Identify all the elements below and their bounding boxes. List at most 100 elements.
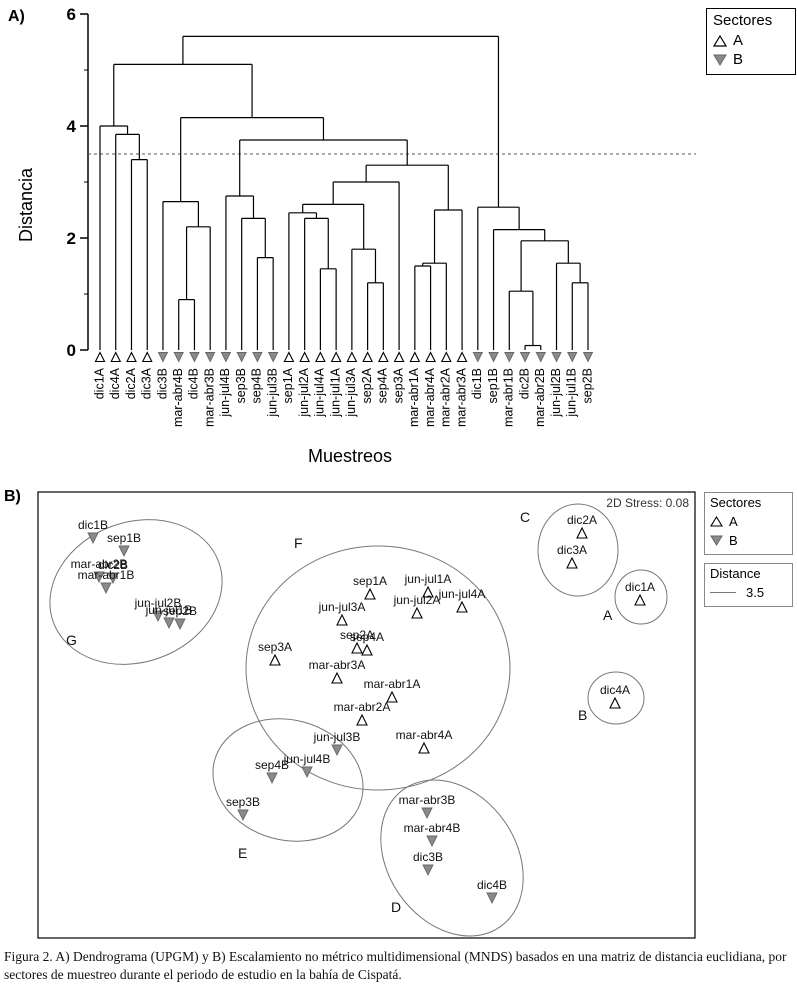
dendrogram-leaf-label: jun-jul2B — [549, 368, 563, 418]
mds-point-label: dic3B — [413, 850, 443, 864]
mds-point-label: dic4B — [477, 878, 507, 892]
mds-point — [331, 744, 343, 757]
dendrogram-leaf-label: mar-abr1A — [407, 367, 421, 427]
mds-point-label: sep4A — [350, 630, 384, 644]
mds-point — [163, 617, 175, 630]
mds-point-label: dic1A — [625, 580, 655, 594]
triangle-down-filled-icon — [713, 54, 727, 66]
mds-point-label: mar-abr1B — [78, 568, 135, 582]
mds-point-label: jun-jul2A — [393, 593, 441, 607]
leaf-marker — [220, 352, 232, 363]
mds-point — [107, 572, 119, 585]
y-tick-label: 4 — [67, 117, 77, 136]
legend-title: Sectores — [710, 495, 762, 510]
mds-point-label: dic4A — [600, 683, 630, 697]
mds-point-label: mar-abr1A — [364, 677, 421, 691]
dendrogram-leaf-label: mar-abr1B — [502, 368, 516, 427]
leaf-marker — [409, 351, 421, 363]
panel-a-label: A) — [8, 8, 25, 25]
dendrogram-leaf-label: jun-jul3B — [265, 368, 279, 418]
mds-point-label: sep1B — [107, 531, 141, 545]
mds-point — [566, 556, 578, 569]
leaf-marker — [362, 351, 374, 363]
mds-point-label: sep1A — [353, 574, 387, 588]
cluster-letter-label: D — [391, 899, 401, 915]
leaf-marker — [314, 351, 326, 363]
mds-point — [87, 532, 99, 545]
cluster-ellipse — [212, 718, 364, 842]
legend-distance-title: Distance — [710, 566, 761, 581]
dendrogram-leaf-label: dic1B — [470, 368, 484, 399]
legend-item-sector-a: A — [713, 31, 787, 50]
leaf-marker — [582, 352, 594, 363]
mds-point-label: mar-abr3A — [309, 658, 366, 672]
mds-point — [421, 807, 433, 820]
mds-point — [336, 613, 348, 626]
mds-point-label: jun-jul1B — [145, 603, 193, 617]
dendrogram-leaf-label: jun-jul4B — [218, 368, 232, 418]
dendrogram-leaf-label: sep3B — [234, 368, 248, 403]
mds-point-label: mar-abr4A — [396, 728, 453, 742]
leaf-marker — [488, 352, 499, 363]
mds-point — [456, 600, 468, 613]
dendrogram-leaf-label: jun-jul4A — [313, 367, 327, 417]
mds-point — [269, 653, 281, 666]
mds-point — [174, 618, 186, 631]
leaf-marker — [346, 351, 358, 363]
mds-point — [386, 690, 398, 703]
leaf-marker — [189, 352, 200, 363]
mds-frame — [37, 491, 696, 939]
mds-point — [301, 766, 313, 779]
legend-item-label: A — [729, 514, 738, 529]
legend-item-sector-b: B — [710, 531, 786, 550]
stress-label: 2D Stress: 0.08 — [606, 496, 689, 510]
mds-point — [364, 587, 376, 600]
leaf-marker — [377, 351, 389, 363]
dendrogram-leaf-label: sep2B — [580, 368, 594, 403]
mds-point — [93, 571, 105, 584]
leaf-marker — [204, 352, 216, 363]
dendrogram-leaf-label: dic1A — [92, 367, 106, 399]
legend-item-sector-b: B — [713, 50, 787, 69]
legend-item-label: A — [733, 32, 744, 49]
distance-line-icon — [710, 592, 736, 593]
dendrogram-leaf-label: jun-jul1A — [328, 367, 342, 417]
mds-point — [118, 545, 130, 558]
mds-point-label: mar-abr2B — [71, 557, 128, 571]
dendrogram-leaf-label: dic4A — [108, 367, 122, 399]
triangle-up-open-icon — [710, 516, 723, 527]
y-tick-label: 6 — [67, 5, 76, 24]
dendrogram-leaf-label: jun-jul1B — [565, 368, 579, 418]
leaf-marker — [157, 352, 169, 363]
legend-sectores-panel-a: Sectores A B — [706, 8, 796, 75]
cluster-letter-label: E — [238, 845, 247, 861]
mds-point — [426, 835, 438, 848]
legend-title: Sectores — [713, 12, 773, 29]
dendrogram-leaf-label: mar-abr4A — [423, 367, 437, 427]
mds-point-label: sep4B — [255, 758, 289, 772]
cluster-ellipse — [587, 671, 645, 725]
leaf-marker — [393, 351, 405, 363]
dendrogram-leaf-label: dic3A — [140, 367, 154, 399]
dendrogram-leaf-label: dic2B — [517, 368, 531, 399]
leaf-marker — [519, 352, 531, 363]
leaf-marker — [456, 351, 468, 363]
triangle-down-filled-icon — [710, 535, 723, 546]
mds-point — [152, 610, 164, 623]
mds-point-label: sep3A — [258, 640, 292, 654]
mds-point — [486, 892, 498, 905]
mds-point-label: sep3B — [226, 795, 260, 809]
leaf-marker — [567, 352, 578, 363]
mds-point-label: mar-abr2A — [334, 700, 391, 714]
mds-point-label: jun-jul4B — [283, 752, 331, 766]
y-tick-label: 0 — [67, 341, 76, 360]
cluster-letter-label: A — [603, 607, 613, 623]
leaf-marker — [236, 352, 247, 363]
leaf-marker — [425, 351, 436, 363]
leaf-marker — [551, 352, 562, 363]
cluster-letter-label: B — [578, 707, 587, 723]
legend-sectores-panel-b: Sectores A B — [704, 492, 793, 555]
cluster-ellipse — [614, 569, 668, 625]
